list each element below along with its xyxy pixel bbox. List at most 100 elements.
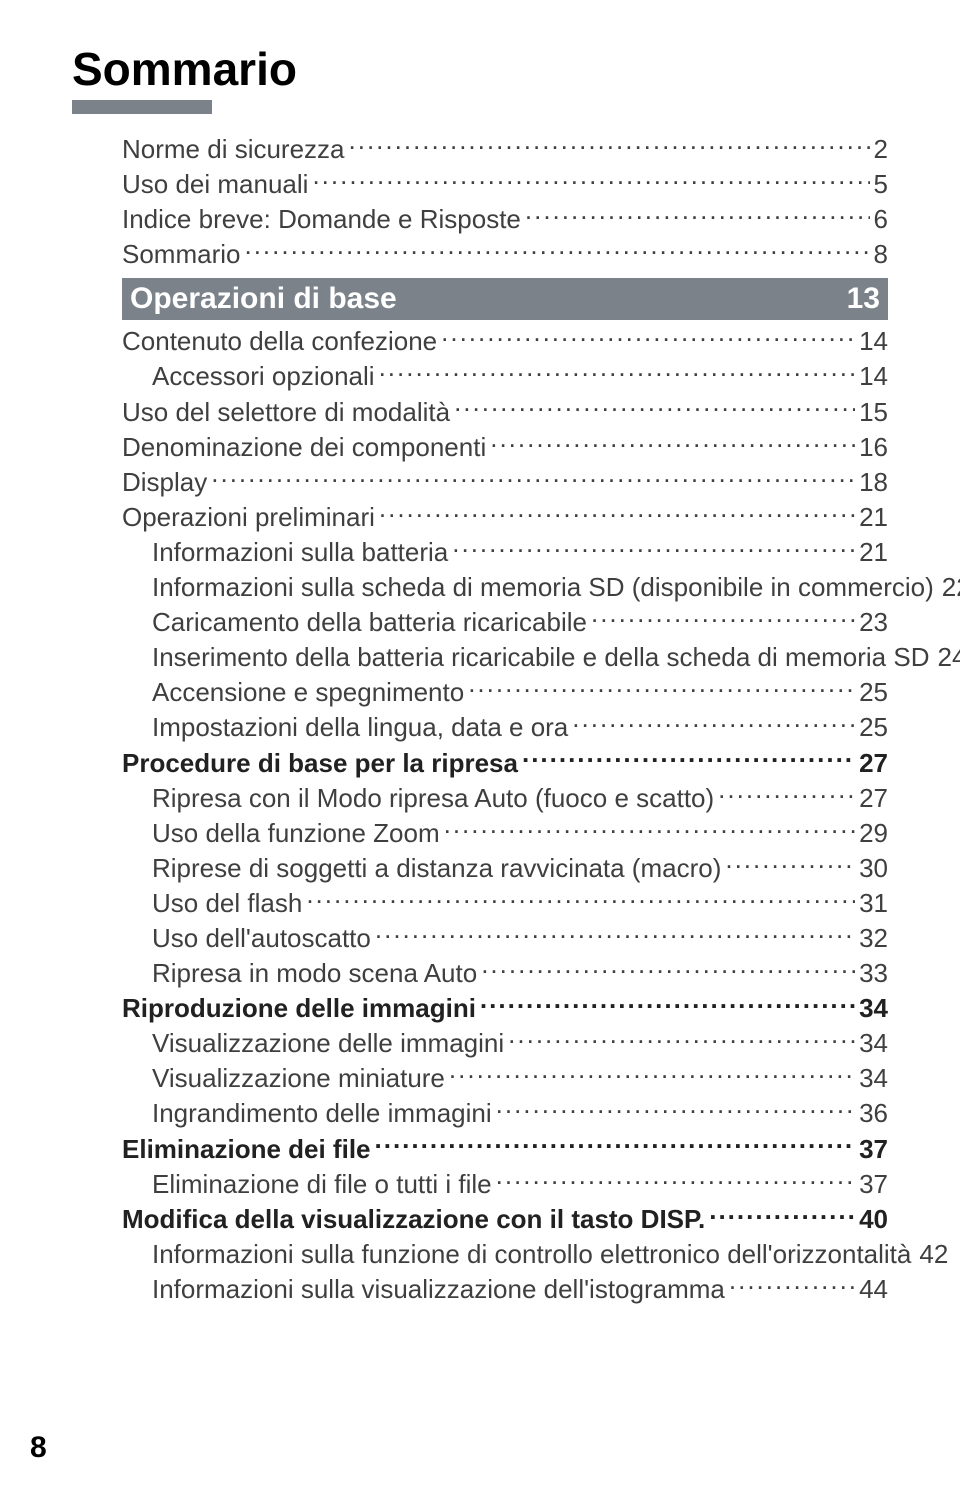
toc-page: 37 (859, 1132, 888, 1167)
toc-label: Procedure di base per la ripresa (122, 746, 518, 781)
toc-page: 27 (859, 746, 888, 781)
toc-label: Impostazioni della lingua, data e ora (122, 710, 568, 745)
toc-container: Norme di sicurezza2Uso dei manuali5Indic… (72, 132, 888, 1307)
toc-page: 34 (859, 1061, 888, 1096)
toc-page: 25 (859, 675, 888, 710)
toc-row: Contenuto della confezione14 (122, 324, 888, 359)
toc-leader-dots (525, 202, 870, 228)
toc-label: Visualizzazione miniature (122, 1061, 445, 1096)
toc-row: Informazioni sulla funzione di controllo… (122, 1237, 888, 1272)
toc-leader-dots (379, 359, 856, 385)
toc-label: Accessori opzionali (122, 359, 375, 394)
toc-row: Modifica della visualizzazione con il ta… (122, 1202, 888, 1237)
toc-leader-dots (480, 991, 855, 1017)
toc-page: 14 (859, 359, 888, 394)
toc-row: Norme di sicurezza2 (122, 132, 888, 167)
toc-label: Sommario (122, 237, 240, 272)
toc-label: Inserimento della batteria ricaricabile … (122, 640, 930, 675)
section-band: Operazioni di base13 (122, 278, 888, 320)
toc-leader-dots (452, 535, 855, 561)
toc-leader-dots (454, 395, 855, 421)
toc-leader-dots (379, 500, 855, 526)
toc-row: Inserimento della batteria ricaricabile … (122, 640, 888, 675)
toc-label: Eliminazione di file o tutti i file (122, 1167, 492, 1202)
toc-leader-dots (375, 921, 855, 947)
toc-row: Riprese di soggetti a distanza ravvicina… (122, 851, 888, 886)
toc-label: Uso del flash (122, 886, 302, 921)
toc-page: 14 (859, 324, 888, 359)
toc-page: 21 (859, 500, 888, 535)
toc-row: Uso del selettore di modalità 15 (122, 395, 888, 430)
toc-row: Operazioni preliminari 21 (122, 500, 888, 535)
toc-leader-dots (481, 956, 855, 982)
toc-leader-dots (709, 1202, 855, 1228)
toc-row: Ingrandimento delle immagini36 (122, 1096, 888, 1131)
toc-label: Riproduzione delle immagini (122, 991, 476, 1026)
toc-label: Denominazione dei componenti (122, 430, 486, 465)
toc-leader-dots (211, 465, 855, 491)
toc-label: Informazioni sulla scheda di memoria SD … (122, 570, 934, 605)
toc-page: 37 (859, 1167, 888, 1202)
toc-page: 34 (859, 991, 888, 1026)
toc-label: Uso del selettore di modalità (122, 395, 450, 430)
toc-page: 22 (942, 570, 960, 605)
toc-page: 40 (859, 1202, 888, 1237)
toc-page: 18 (859, 465, 888, 500)
toc-row: Display 18 (122, 465, 888, 500)
toc-page: 8 (874, 237, 888, 272)
toc-label: Accensione e spegnimento (122, 675, 464, 710)
toc-row: Uso dell'autoscatto32 (122, 921, 888, 956)
page-title: Sommario (72, 42, 888, 96)
toc-leader-dots (718, 781, 855, 807)
toc-page: 2 (874, 132, 888, 167)
toc-leader-dots (449, 1061, 855, 1087)
toc-label: Ripresa in modo scena Auto (122, 956, 477, 991)
toc-leader-dots (468, 675, 855, 701)
toc-row: Sommario 8 (122, 237, 888, 272)
toc-leader-dots (349, 132, 870, 158)
toc-leader-dots (591, 605, 855, 631)
toc-page: 34 (859, 1026, 888, 1061)
toc-label: Uso della funzione Zoom (122, 816, 440, 851)
toc-row: Accessori opzionali 14 (122, 359, 888, 394)
toc-label: Riprese di soggetti a distanza ravvicina… (122, 851, 721, 886)
toc-row: Visualizzazione delle immagini34 (122, 1026, 888, 1061)
toc-page: 42 (919, 1237, 948, 1272)
toc-leader-dots (312, 167, 869, 193)
toc-label: Ripresa con il Modo ripresa Auto (fuoco … (122, 781, 714, 816)
toc-row: Uso dei manuali5 (122, 167, 888, 202)
toc-page: 23 (859, 605, 888, 640)
toc-row: Denominazione dei componenti16 (122, 430, 888, 465)
toc-leader-dots (572, 710, 855, 736)
toc-row: Riproduzione delle immagini 34 (122, 991, 888, 1026)
toc-leader-dots (244, 237, 869, 263)
toc-page: 24 (938, 640, 960, 675)
toc-row: Eliminazione di file o tutti i file 37 (122, 1167, 888, 1202)
toc-page: 29 (859, 816, 888, 851)
toc-label: Uso dell'autoscatto (122, 921, 371, 956)
toc-page: 6 (874, 202, 888, 237)
toc-row: Procedure di base per la ripresa 27 (122, 746, 888, 781)
toc-row: Eliminazione dei file37 (122, 1132, 888, 1167)
toc-label: Display (122, 465, 207, 500)
toc-row: Indice breve: Domande e Risposte6 (122, 202, 888, 237)
toc-row: Informazioni sulla visualizzazione dell'… (122, 1272, 888, 1307)
toc-row: Uso del flash31 (122, 886, 888, 921)
page-number: 8 (30, 1431, 47, 1465)
toc-page: 5 (874, 167, 888, 202)
toc-leader-dots (375, 1132, 856, 1158)
toc-row: Accensione e spegnimento 25 (122, 675, 888, 710)
toc-label: Informazioni sulla visualizzazione dell'… (122, 1272, 725, 1307)
toc-label: Informazioni sulla batteria (122, 535, 448, 570)
toc-row: Visualizzazione miniature 34 (122, 1061, 888, 1096)
toc-page: 25 (859, 710, 888, 745)
toc-page: 15 (859, 395, 888, 430)
document-page: Sommario Norme di sicurezza2Uso dei manu… (0, 0, 960, 1499)
toc-leader-dots (496, 1096, 855, 1122)
toc-leader-dots (725, 851, 855, 877)
toc-page: 33 (859, 956, 888, 991)
section-band-page: 13 (840, 282, 880, 316)
toc-label: Operazioni preliminari (122, 500, 375, 535)
toc-label: Informazioni sulla funzione di controllo… (122, 1237, 911, 1272)
toc-label: Caricamento della batteria ricaricabile (122, 605, 587, 640)
